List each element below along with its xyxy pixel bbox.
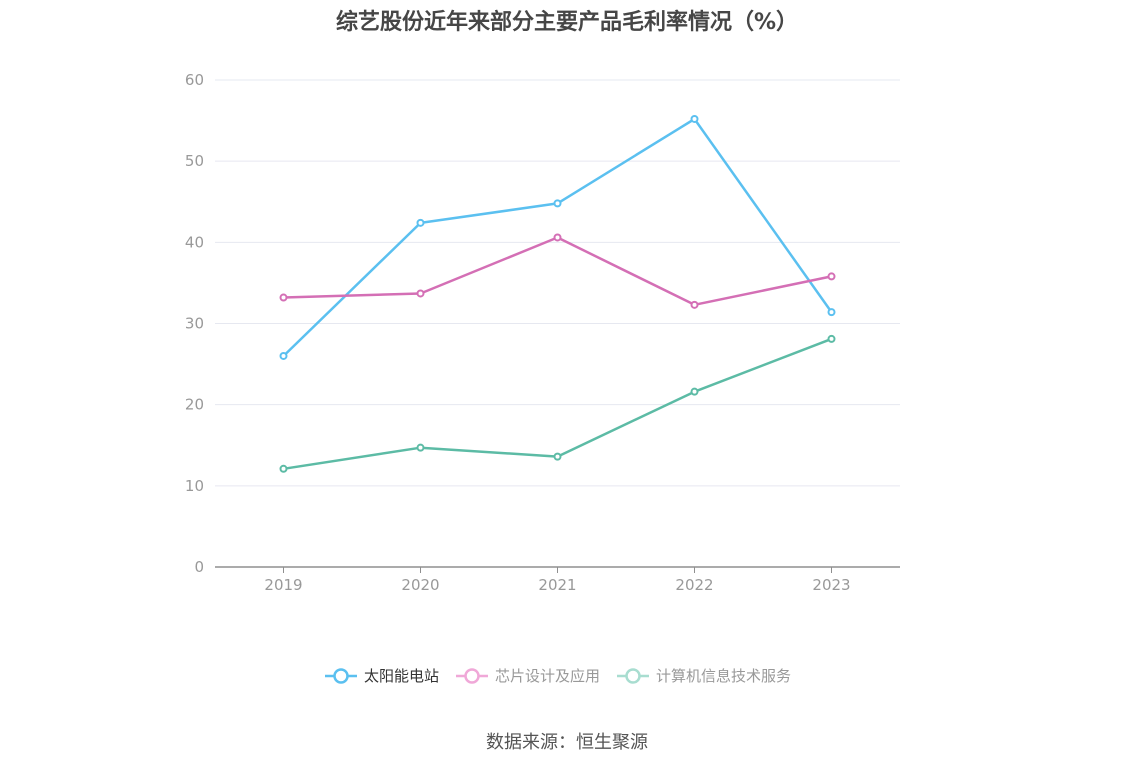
y-axis-ticks: 0 10 20 30 40 50 60 [185, 71, 204, 576]
legend-marker-icon [464, 668, 480, 684]
y-tick-label: 60 [185, 71, 204, 89]
legend-marker-icon [625, 668, 641, 684]
grid-lines [215, 79, 900, 487]
legend-label: 太阳能电站 [364, 667, 439, 685]
data-point [416, 443, 425, 452]
y-tick-label: 0 [194, 558, 204, 576]
x-axis-ticks: 2019 2020 2021 2022 2023 [264, 567, 851, 594]
data-point [690, 114, 699, 123]
data-point [553, 199, 562, 208]
legend-item[interactable]: 计算机信息技术服务 [617, 667, 791, 685]
series-lines [279, 114, 836, 473]
series-太阳能电站 [279, 114, 836, 360]
series-line [282, 236, 833, 307]
data-point [416, 218, 425, 227]
data-point [827, 334, 836, 343]
x-tick-label: 2021 [538, 576, 576, 594]
legend-label: 芯片设计及应用 [495, 667, 600, 685]
series-芯片设计及应用 [279, 233, 836, 309]
y-tick-label: 40 [185, 233, 204, 251]
y-tick-label: 20 [185, 396, 204, 414]
legend[interactable]: 太阳能电站 芯片设计及应用 计算机信息技术服务 [325, 667, 791, 685]
source-note: 数据来源：恒生聚源 [486, 732, 648, 753]
data-point [690, 387, 699, 396]
y-tick-label: 30 [185, 315, 204, 333]
series-line [282, 337, 833, 471]
data-point [690, 300, 699, 309]
x-tick-label: 2022 [675, 576, 713, 594]
data-point [416, 289, 425, 298]
data-point [827, 272, 836, 281]
data-point [279, 464, 288, 473]
x-tick-label: 2019 [264, 576, 302, 594]
legend-label: 计算机信息技术服务 [656, 667, 791, 685]
x-tick-label: 2023 [812, 576, 850, 594]
legend-item[interactable]: 芯片设计及应用 [456, 667, 600, 685]
series-计算机信息技术服务 [279, 334, 836, 473]
x-tick-label: 2020 [401, 576, 439, 594]
data-point [553, 452, 562, 461]
legend-marker-icon [333, 668, 349, 684]
y-tick-label: 50 [185, 152, 204, 170]
data-point [279, 293, 288, 302]
chart-title: 综艺股份近年来部分主要产品毛利率情况（%） [335, 10, 799, 35]
legend-item[interactable]: 太阳能电站 [325, 667, 439, 685]
data-point [827, 308, 836, 317]
data-point [279, 351, 288, 360]
data-point [553, 233, 562, 242]
y-tick-label: 10 [185, 477, 204, 495]
